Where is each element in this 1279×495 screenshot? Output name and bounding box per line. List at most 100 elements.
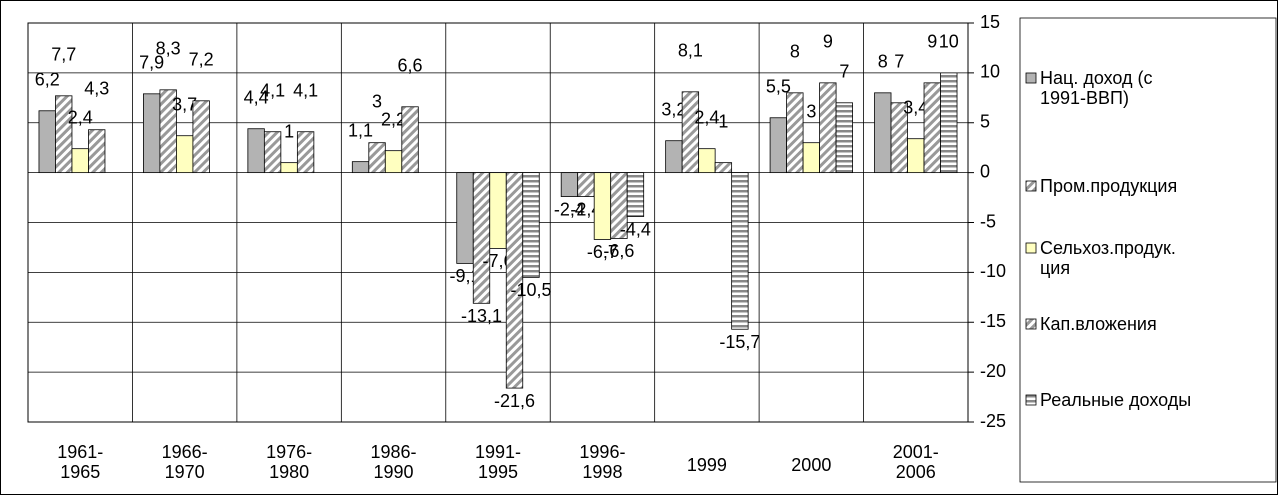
x-tick-label: 1996- 1998 bbox=[579, 442, 626, 482]
bar bbox=[401, 106, 419, 174]
bar bbox=[835, 102, 853, 174]
bar bbox=[38, 110, 56, 174]
bar bbox=[505, 172, 524, 389]
legend-swatch bbox=[1025, 318, 1037, 330]
data-label: 7,7 bbox=[51, 45, 76, 65]
data-label: 4,4 bbox=[244, 87, 269, 107]
x-tick-label: 1999 bbox=[686, 455, 727, 475]
data-label: 4,3 bbox=[84, 78, 109, 98]
data-label: 3 bbox=[806, 101, 816, 121]
bar bbox=[247, 128, 265, 174]
legend-box bbox=[1019, 17, 1277, 483]
data-label: -2,4 bbox=[570, 199, 601, 219]
data-label: 2,2 bbox=[381, 109, 406, 129]
y-tick-label: -25 bbox=[980, 411, 1006, 431]
data-label: 3,2 bbox=[661, 99, 686, 119]
data-label: -7,6 bbox=[482, 251, 513, 271]
bar bbox=[456, 172, 474, 264]
x-tick-label: 1976- 1980 bbox=[266, 442, 313, 482]
bar bbox=[907, 138, 925, 174]
bar bbox=[890, 102, 908, 174]
data-label: -6,7 bbox=[587, 242, 618, 262]
data-label: 7 bbox=[839, 62, 849, 82]
x-tick-label: 1991- 1995 bbox=[474, 442, 522, 482]
legend-swatch bbox=[1025, 394, 1037, 406]
data-label: -2,4 bbox=[554, 199, 585, 219]
data-label: 4,1 bbox=[293, 80, 318, 100]
data-label: 3 bbox=[372, 91, 382, 111]
legend-entry: Кап.вложения bbox=[1040, 314, 1157, 334]
bar bbox=[522, 172, 540, 278]
x-tick-label: 1966- 1970 bbox=[161, 442, 208, 482]
bar bbox=[263, 131, 282, 174]
data-label: 1 bbox=[284, 121, 294, 141]
y-tick-label: 0 bbox=[980, 161, 990, 181]
bar bbox=[923, 82, 941, 174]
data-label: 2,4 bbox=[694, 107, 719, 127]
bar bbox=[384, 150, 403, 174]
bar bbox=[55, 95, 73, 174]
data-label: 1 bbox=[718, 111, 728, 131]
bar bbox=[351, 161, 370, 174]
bar bbox=[665, 140, 683, 174]
data-label: 8,3 bbox=[156, 39, 181, 59]
bar bbox=[71, 148, 89, 174]
x-tick-label: 2001- 2006 bbox=[892, 442, 939, 482]
x-tick-label: 1986- 1990 bbox=[370, 442, 417, 482]
y-tick-label: -10 bbox=[980, 261, 1006, 281]
data-label: 5,5 bbox=[766, 77, 791, 97]
x-tick-label: 2000 bbox=[791, 455, 832, 475]
bar bbox=[489, 172, 507, 249]
data-label: -9,1 bbox=[449, 266, 480, 286]
y-tick-label: 15 bbox=[980, 12, 1000, 32]
data-label: -21,6 bbox=[494, 391, 535, 411]
bar bbox=[472, 172, 491, 304]
data-label: 7,9 bbox=[139, 53, 164, 73]
bar bbox=[714, 162, 733, 174]
data-label: 9 bbox=[927, 32, 937, 52]
data-label: 6,6 bbox=[398, 56, 423, 76]
bar bbox=[698, 148, 716, 174]
data-label: -10,5 bbox=[510, 280, 551, 300]
legend-entry: Пром.продукция bbox=[1040, 176, 1178, 196]
data-label: 10 bbox=[939, 32, 959, 52]
bar bbox=[940, 72, 958, 174]
data-label: -4,4 bbox=[620, 219, 651, 239]
x-tick-label: 1961- 1965 bbox=[57, 442, 104, 482]
y-tick-label: -15 bbox=[980, 311, 1006, 331]
bar bbox=[159, 89, 177, 174]
data-label: 8 bbox=[878, 52, 888, 72]
bar bbox=[368, 142, 386, 174]
y-tick-label: -5 bbox=[980, 211, 996, 231]
y-tick-label: 10 bbox=[980, 62, 1000, 82]
bar bbox=[143, 93, 161, 174]
bar bbox=[819, 82, 837, 174]
y-tick-label: 5 bbox=[980, 112, 990, 132]
bar bbox=[874, 92, 892, 174]
y-tick-label: -20 bbox=[980, 361, 1006, 381]
data-label: 7,2 bbox=[189, 50, 214, 70]
legend-entry: Нац. доход (с 1991-ВВП) bbox=[1040, 68, 1153, 108]
data-label: 7 bbox=[894, 52, 904, 72]
bar bbox=[296, 131, 315, 174]
data-label: 1,1 bbox=[348, 120, 373, 140]
bar bbox=[560, 172, 579, 197]
data-label: -13,1 bbox=[461, 306, 502, 326]
data-label: 3,7 bbox=[172, 94, 197, 114]
data-label: 4,1 bbox=[260, 80, 285, 100]
bar bbox=[88, 129, 106, 174]
bar bbox=[176, 135, 194, 174]
bar bbox=[577, 172, 595, 197]
legend-swatch bbox=[1025, 180, 1037, 192]
legend-entry: Сельхоз.продук. ция bbox=[1040, 238, 1176, 278]
legend-entry: Реальные доходы bbox=[1040, 390, 1192, 410]
bar bbox=[802, 142, 820, 174]
bar bbox=[769, 117, 787, 174]
bar bbox=[731, 172, 749, 330]
bar bbox=[192, 100, 210, 174]
bar bbox=[626, 172, 645, 217]
bar bbox=[280, 162, 298, 174]
legend-swatch bbox=[1025, 242, 1037, 254]
